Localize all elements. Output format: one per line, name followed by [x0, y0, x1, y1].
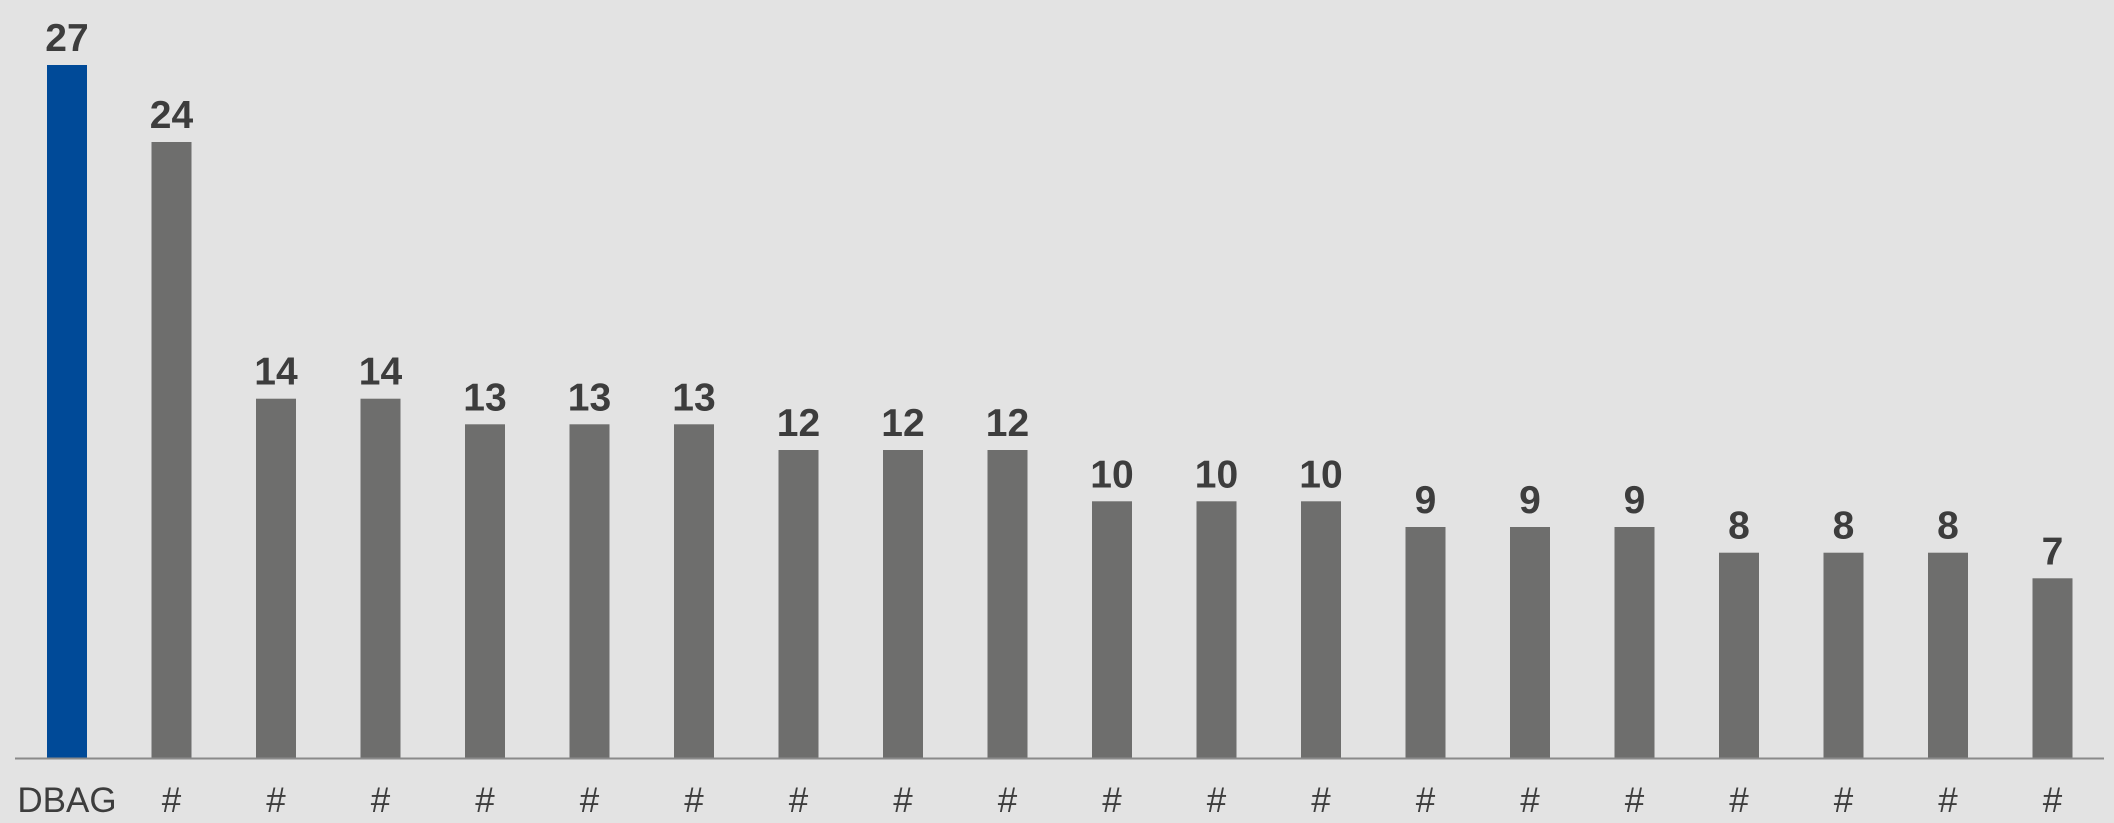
value-label-14: 9 — [1519, 479, 1541, 522]
bar-0 — [47, 65, 87, 758]
bar-18 — [1928, 552, 1968, 758]
x-tick-label-3: # — [371, 781, 391, 818]
bar-4 — [465, 424, 505, 758]
x-tick-labels-group: DBAG # # # # # # # # # # # # # # # # # # # — [17, 781, 2063, 820]
value-label-15: 9 — [1624, 479, 1646, 522]
value-label-8: 12 — [881, 402, 924, 445]
x-tick-label-19: # — [2043, 781, 2063, 818]
bar-3 — [360, 398, 401, 758]
x-tick-label-2: # — [266, 781, 286, 818]
bar-17 — [1823, 552, 1864, 758]
x-tick-label-13: # — [1416, 781, 1436, 818]
bar-2 — [256, 398, 296, 758]
value-label-2: 14 — [254, 351, 298, 394]
value-label-7: 12 — [777, 402, 820, 445]
value-label-4: 13 — [463, 376, 506, 419]
x-tick-label-1: # — [162, 781, 182, 818]
value-label-6: 13 — [672, 376, 715, 419]
x-tick-label-15: # — [1625, 781, 1645, 818]
x-tick-label-6: # — [684, 781, 704, 818]
value-label-0: 27 — [45, 17, 88, 60]
bar-13 — [1405, 527, 1446, 758]
x-tick-label-17: # — [1834, 781, 1854, 818]
bars-group — [47, 65, 2073, 758]
bar-7 — [778, 450, 819, 758]
x-tick-label-9: # — [998, 781, 1018, 818]
bar-1 — [151, 142, 192, 758]
value-label-18: 8 — [1937, 505, 1959, 548]
bar-19 — [2032, 578, 2073, 758]
value-label-3: 14 — [359, 351, 403, 394]
value-label-1: 24 — [150, 94, 194, 137]
value-label-16: 8 — [1728, 505, 1750, 548]
x-tick-label-16: # — [1729, 781, 1749, 818]
x-tick-label-11: # — [1207, 781, 1227, 818]
bar-8 — [883, 450, 923, 758]
x-tick-label-18: # — [1938, 781, 1958, 818]
x-tick-label-14: # — [1520, 781, 1540, 818]
value-label-13: 9 — [1415, 479, 1437, 522]
x-tick-label-4: # — [475, 781, 495, 818]
x-tick-label-5: # — [580, 781, 600, 818]
x-tick-label-0: DBAG — [17, 781, 116, 818]
x-tick-label-12: # — [1311, 781, 1331, 818]
bar-10 — [1092, 501, 1132, 758]
bar-16 — [1719, 552, 1759, 758]
value-label-12: 10 — [1299, 453, 1342, 496]
value-label-9: 12 — [986, 402, 1029, 445]
x-tick-label-7: # — [789, 781, 809, 818]
value-label-19: 7 — [2042, 530, 2064, 573]
x-tick-label-8: # — [893, 781, 913, 818]
value-labels-group: 27 24 14 14 13 13 13 12 12 12 10 10 10 9 9 9 8 8 8 7 — [45, 17, 2063, 573]
bar-14 — [1510, 527, 1550, 758]
value-label-5: 13 — [568, 376, 611, 419]
x-tick-label-10: # — [1102, 781, 1122, 818]
bar-11 — [1196, 501, 1237, 758]
bar-6 — [674, 424, 714, 758]
value-label-11: 10 — [1195, 453, 1238, 496]
bar-9 — [987, 450, 1028, 758]
bar-12 — [1301, 501, 1341, 758]
value-label-17: 8 — [1833, 505, 1855, 548]
bar-15 — [1614, 527, 1655, 758]
value-label-10: 10 — [1090, 453, 1133, 496]
bar-5 — [569, 424, 610, 758]
